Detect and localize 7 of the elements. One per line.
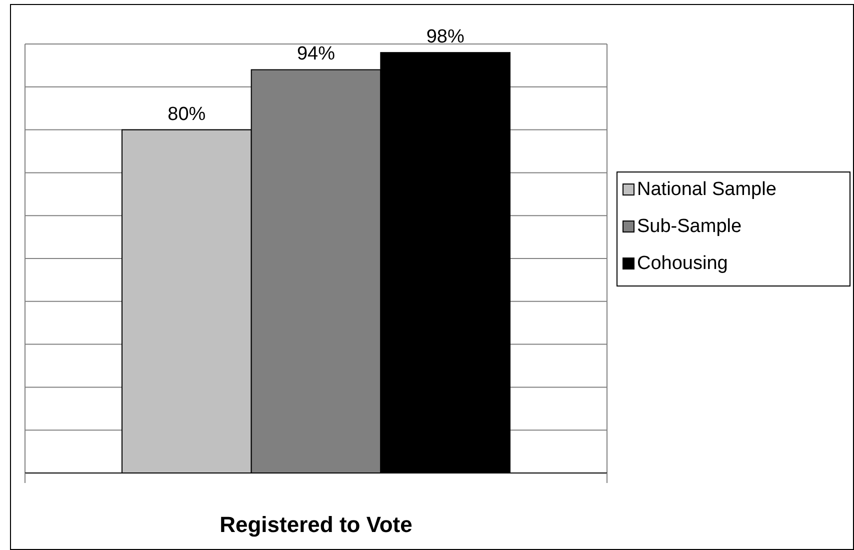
x-axis-title: Registered to Vote bbox=[220, 512, 412, 537]
legend-label: Cohousing bbox=[637, 253, 728, 274]
data-label: 94% bbox=[296, 44, 336, 65]
legend-label: National Sample bbox=[637, 179, 776, 200]
data-label: 98% bbox=[426, 26, 464, 48]
legend-label: Sub-Sample bbox=[637, 216, 742, 237]
data-label: 80% bbox=[168, 104, 206, 125]
